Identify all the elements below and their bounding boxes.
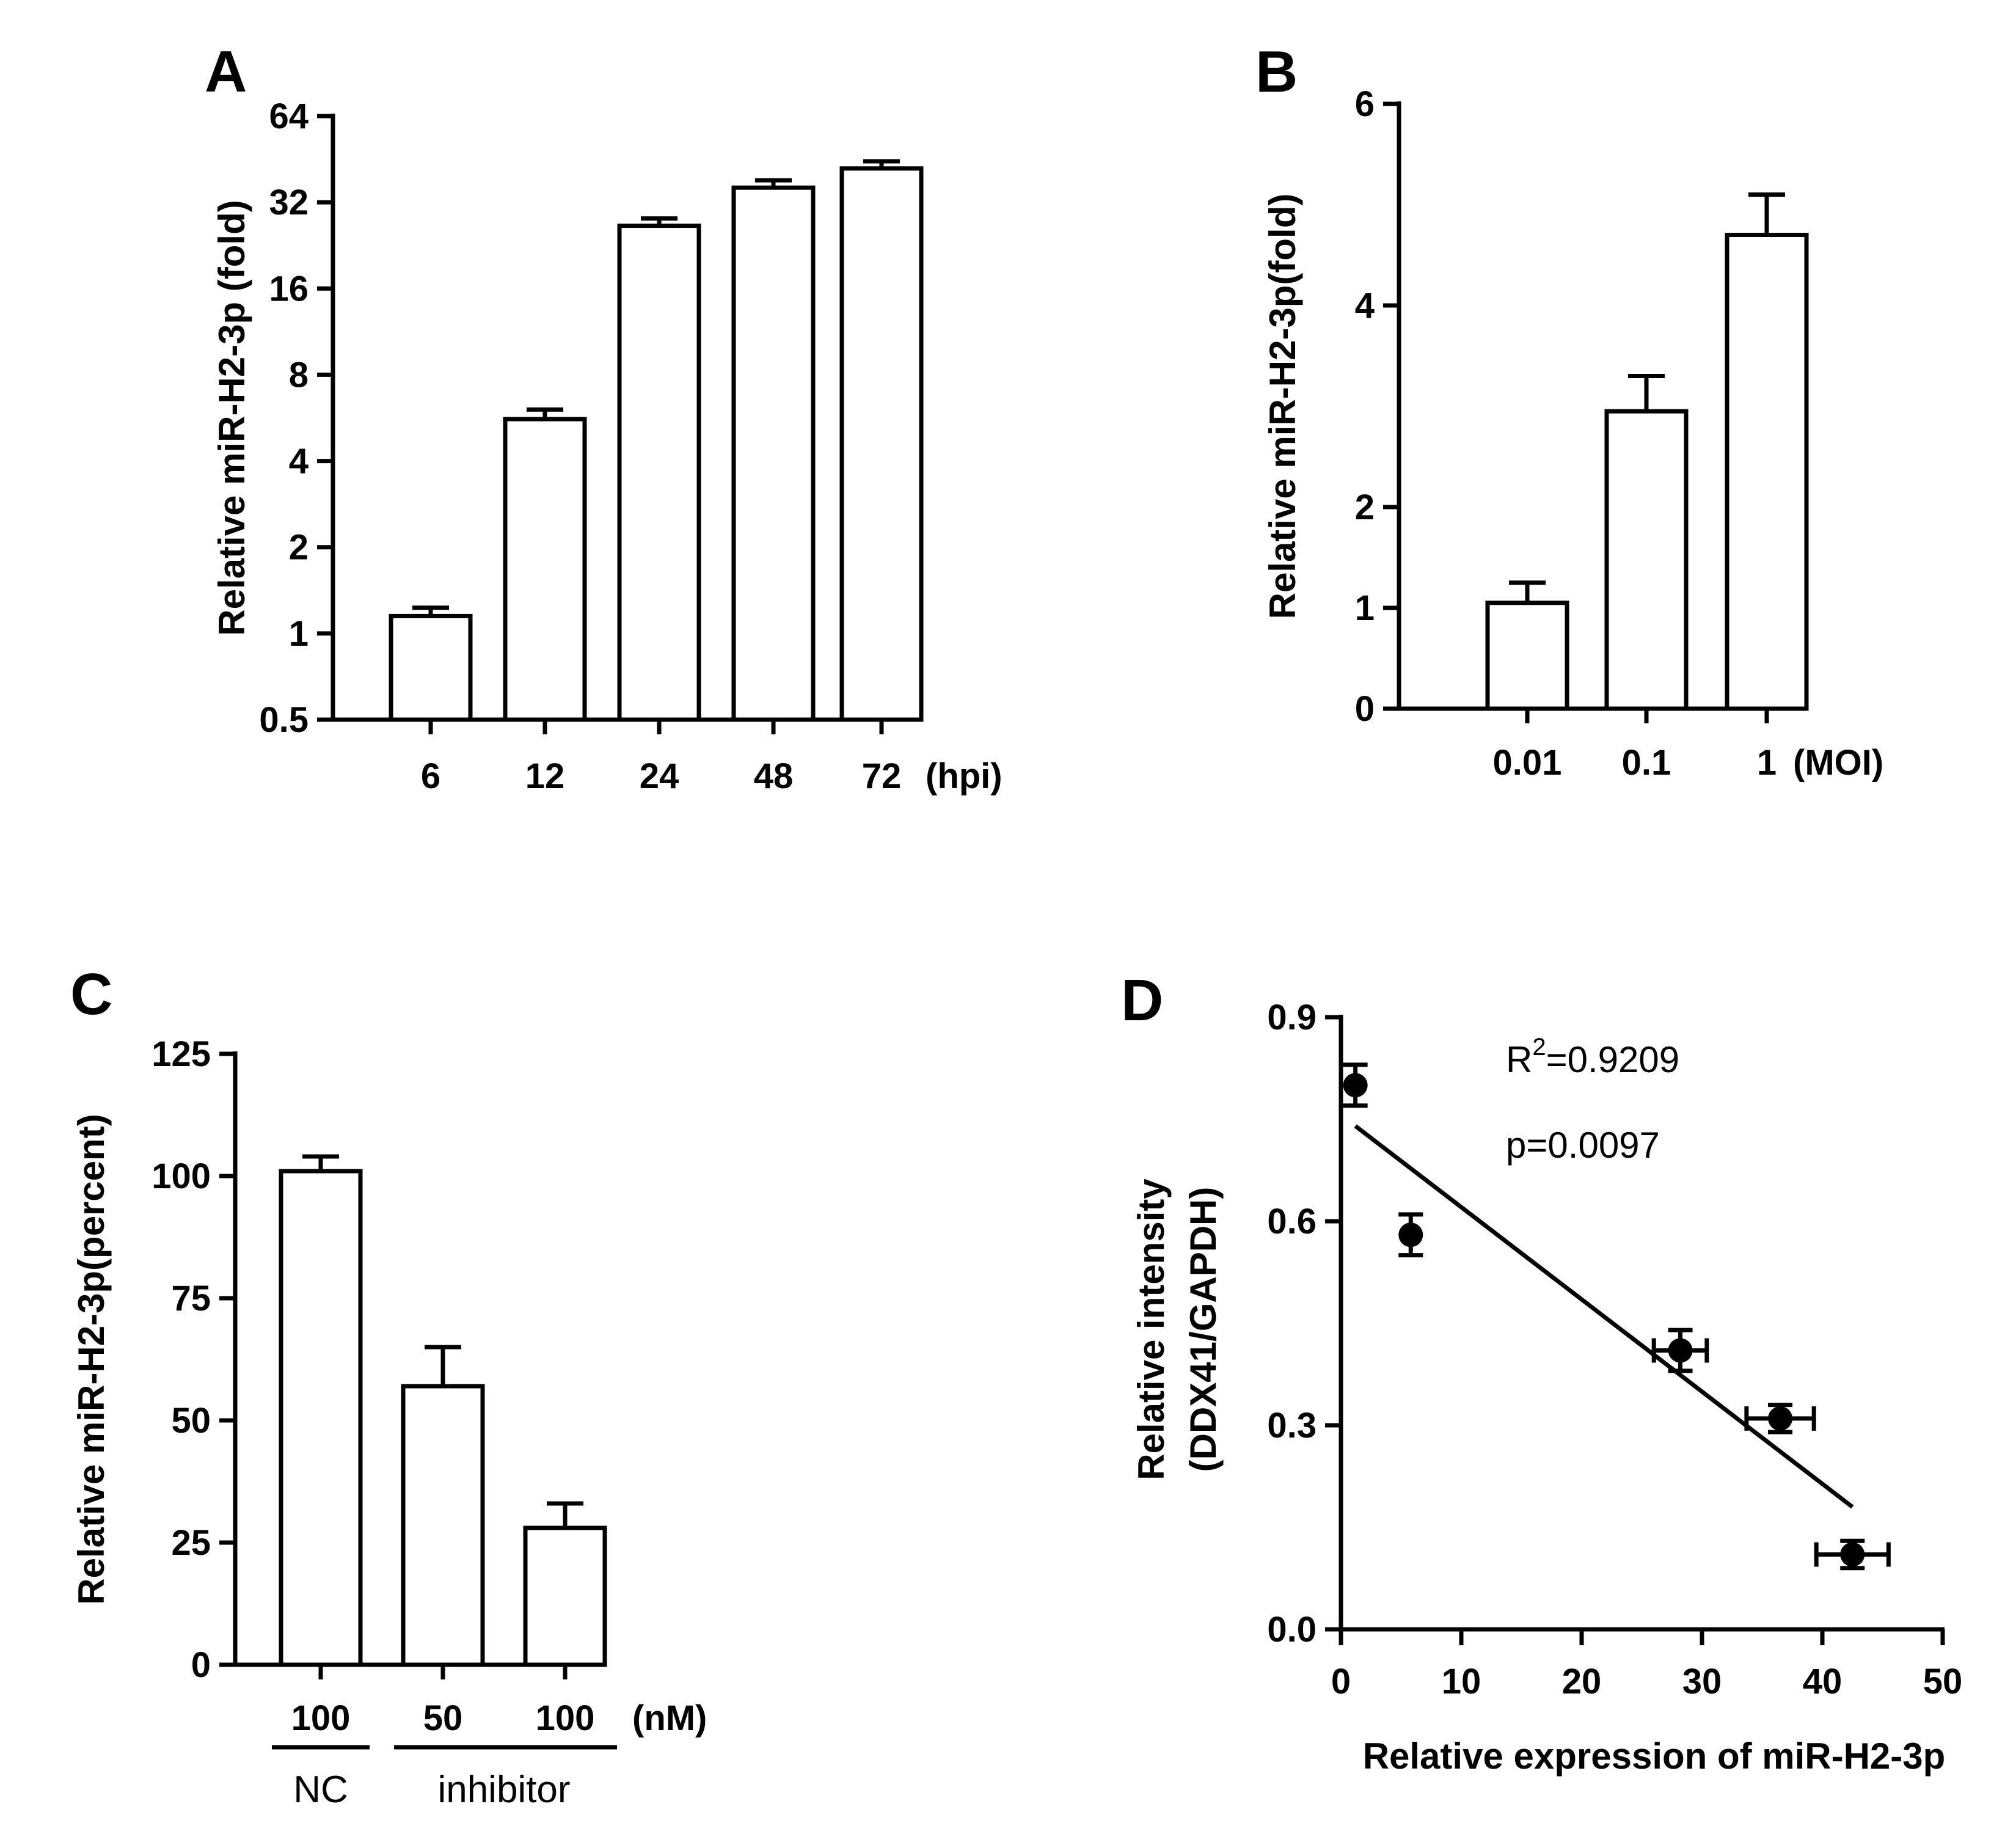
panel-label-d: D [1121, 968, 1163, 1033]
panel-d-r-squared-prefix: R [1506, 1039, 1532, 1080]
panel-c-x-tick-label: 50 [423, 1698, 463, 1738]
panel-label-a: A [205, 39, 247, 104]
panel-a-x-tick-label: 48 [754, 756, 794, 796]
panel-a-y-tick-label: 16 [269, 269, 309, 309]
panel-b-x-tick-label: 0.01 [1493, 743, 1562, 783]
panel-a-bar [617, 224, 701, 722]
panel-d-y-tick-label: 0.3 [1267, 1406, 1317, 1445]
panel-c-x-tick-label: 100 [291, 1698, 351, 1738]
panel-a-y-axis-label: Relative miR-H2-3p (fold) [211, 200, 252, 635]
panel-b: B 0 1 2 4 6 0.01 0.1 1 (MOI) Relative miR-H2-3p(f… [1255, 39, 1883, 783]
panel-label-b: B [1255, 39, 1298, 104]
panel-d-y-tick-label: 0.9 [1267, 998, 1317, 1037]
panel-a-x-tick-label: 72 [862, 756, 902, 796]
panel-d-fit-line [1354, 1124, 1854, 1509]
panel-c-y-tick-label: 125 [152, 1034, 211, 1074]
panel-d-x-axis-label: Relative expression of miR-H2-3p [1363, 1736, 1946, 1777]
panel-a-bar [503, 417, 587, 722]
panel-c-group-label-nc: NC [293, 1769, 348, 1811]
panel-d-data-point [1398, 1222, 1423, 1248]
panel-a-bar [389, 613, 473, 722]
panel-a-bar [839, 166, 924, 722]
panel-d-r-squared: R2=0.9209 [1506, 1034, 1679, 1080]
panel-a-x-tick-label: 6 [421, 756, 440, 796]
panel-a-x-unit-label: (hpi) [926, 756, 1003, 796]
panel-c-y-tick-label: 100 [152, 1156, 211, 1196]
panel-d-y-axis-label-line2: (DDX41/GAPDH) [1183, 1187, 1224, 1472]
panel-c-y-tick-label: 50 [171, 1401, 211, 1441]
panel-d-data-point [1343, 1073, 1368, 1098]
panel-d-x-tick-label: 0 [1331, 1662, 1351, 1701]
panel-c-group-label-inhibitor: inhibitor [437, 1769, 570, 1811]
panel-a-y-tick-label: 4 [289, 442, 309, 481]
panel-d-x-tick-label: 10 [1442, 1662, 1481, 1701]
panel-b-x-tick-label: 0.1 [1622, 743, 1671, 783]
panel-d: D 0.0 0.3 0.6 0.9 0 10 20 30 40 50 R2=0.9209 p=0.00… [1121, 968, 1962, 1777]
panel-a-y-tick-label: 8 [289, 355, 309, 395]
panel-a-y-tick-label: 1 [289, 614, 309, 654]
panel-d-y-axis-label-line1: Relative intensity [1131, 1178, 1172, 1480]
panel-a-y-tick-label: 64 [269, 97, 309, 136]
panel-d-r-squared-value: =0.9209 [1546, 1039, 1680, 1080]
panel-c-y-axis-label: Relative miR-H2-3p(percent) [71, 1114, 112, 1605]
panel-d-data-point [1668, 1338, 1693, 1363]
panel-b-x-unit-label: (MOI) [1793, 743, 1883, 783]
panel-d-x-tick-label: 50 [1923, 1662, 1963, 1701]
panel-d-r-squared-sup: 2 [1532, 1034, 1546, 1061]
panel-b-bar [1725, 233, 1809, 711]
panel-d-y-tick-label: 0.0 [1267, 1610, 1317, 1650]
panel-c-y-tick-label: 25 [171, 1523, 211, 1563]
panel-d-p-value: p=0.0097 [1506, 1125, 1660, 1166]
panel-d-x-tick-label: 40 [1803, 1662, 1843, 1701]
panel-b-x-tick-label: 1 [1757, 743, 1777, 783]
panel-a-y-tick-label: 2 [289, 528, 309, 568]
panel-c-bar [279, 1169, 363, 1667]
panel-a-y-tick-label: 0.5 [259, 700, 309, 740]
panel-b-bar [1604, 409, 1689, 711]
panel-d-x-tick-label: 20 [1562, 1662, 1602, 1701]
panel-a-x-tick-label: 24 [640, 756, 679, 796]
panel-b-y-tick-label: 2 [1355, 488, 1375, 527]
panel-b-y-tick-label: 0 [1355, 689, 1375, 729]
panel-a-x-tick-label: 12 [525, 756, 565, 796]
panel-b-y-tick-label: 1 [1355, 588, 1375, 628]
panel-c-x-tick-label: 100 [536, 1698, 595, 1738]
panel-label-c: C [70, 962, 112, 1027]
panel-c-bar [401, 1384, 485, 1667]
panel-c-x-unit-label: (nM) [632, 1698, 707, 1738]
panel-c: C 0 25 50 75 100 125 100 50 100 (nM) Relative miR-… [70, 962, 707, 1811]
panel-a-bar [731, 185, 816, 722]
panel-d-data-point [1768, 1406, 1793, 1431]
panel-d-y-tick-label: 0.6 [1267, 1202, 1317, 1241]
panel-a-y-tick-label: 32 [269, 183, 309, 222]
panel-c-bar [523, 1525, 607, 1667]
panel-d-data-point [1840, 1542, 1865, 1567]
panel-b-y-tick-label: 6 [1355, 84, 1375, 124]
panel-b-y-axis-label: Relative miR-H2-3p(fold) [1262, 194, 1303, 619]
panel-b-y-tick-label: 4 [1355, 286, 1375, 326]
panel-c-y-tick-label: 0 [191, 1645, 211, 1685]
panel-c-y-tick-label: 75 [171, 1279, 211, 1318]
panel-d-x-tick-label: 30 [1682, 1662, 1722, 1701]
panel-b-bar [1485, 601, 1569, 711]
